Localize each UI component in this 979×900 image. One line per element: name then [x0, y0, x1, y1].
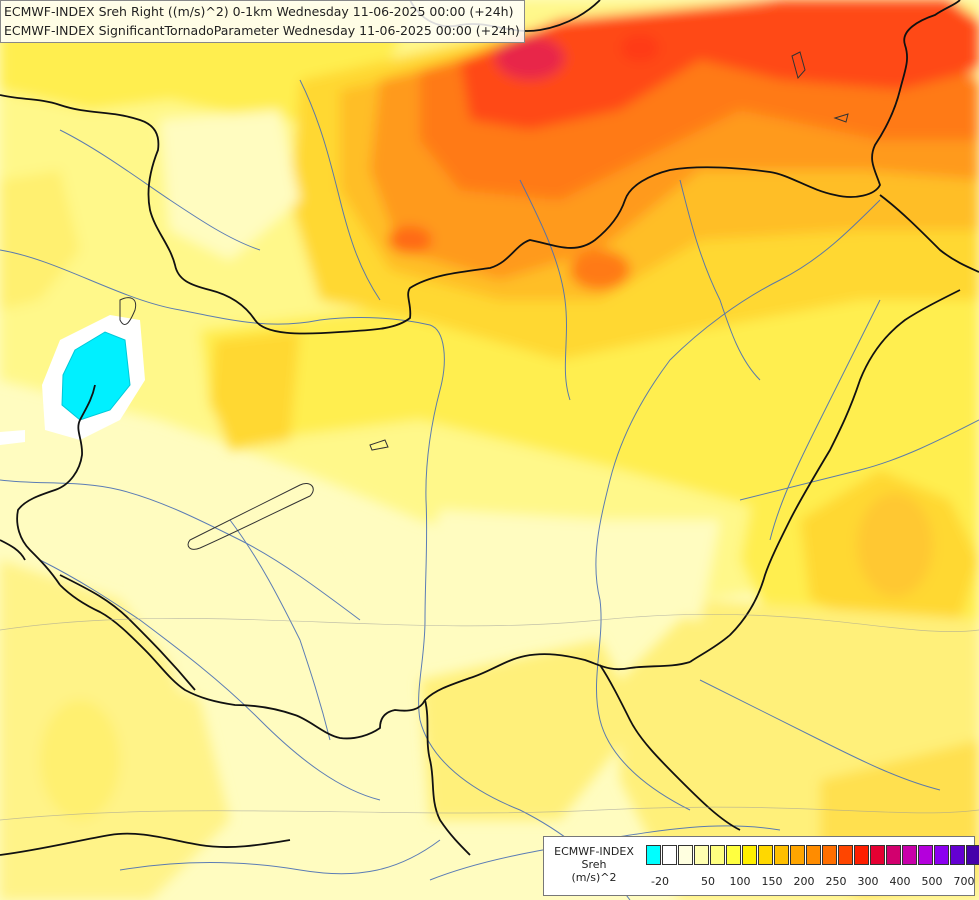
border-south-3 — [599, 664, 741, 831]
color-legend: ECMWF-INDEX Sreh (m/s)^2 -20 50 100 150 200 2… — [543, 836, 979, 896]
field-cyan-blob — [61, 331, 131, 421]
legend-swatch — [934, 845, 949, 865]
lake-ne-2 — [833, 113, 849, 123]
title-line-2: ECMWF-INDEX SignificantTornadoParameter … — [4, 23, 520, 38]
legend-label-unit: (m/s)^2 — [571, 871, 617, 884]
river-se — [699, 679, 941, 791]
title-line-1: ECMWF-INDEX Sreh Right ((m/s)^2) 0-1km W… — [4, 4, 514, 19]
field-red — [460, 0, 979, 130]
legend-swatch — [758, 845, 773, 865]
legend-swatch — [678, 845, 693, 865]
legend-swatch — [694, 845, 709, 865]
legend-swatch — [854, 845, 869, 865]
legend-swatch — [966, 845, 979, 865]
legend-label-parameter: Sreh — [581, 858, 607, 871]
river-north-2 — [519, 179, 571, 401]
legend-swatch — [742, 845, 757, 865]
river-west-1 — [0, 479, 361, 621]
field-pale-nw — [160, 110, 300, 260]
legend-tick-label: -20 — [651, 875, 669, 888]
field-red-spot-1 — [388, 226, 432, 254]
legend-label-source: ECMWF-INDEX — [554, 845, 634, 858]
legend-tick-label: 500 — [921, 875, 943, 888]
river-nw — [59, 129, 261, 251]
map-title-box: ECMWF-INDEX Sreh Right ((m/s)^2) 0-1km W… — [0, 0, 525, 43]
field-sw-spot — [40, 700, 120, 820]
legend-swatch — [886, 845, 901, 865]
legend-swatch — [646, 845, 661, 865]
legend-swatch — [774, 845, 789, 865]
river-danube — [0, 249, 631, 900]
legend-swatch — [726, 845, 741, 865]
legend-tick-label: 250 — [825, 875, 847, 888]
legend-swatch — [950, 845, 965, 865]
field-west-gold — [210, 330, 300, 450]
admin-lines — [0, 613, 979, 821]
field-crimson — [495, 36, 565, 80]
legend-swatch — [870, 845, 885, 865]
field-red-spot-2 — [570, 250, 630, 290]
legend-tick-label: 150 — [761, 875, 783, 888]
legend-swatch — [918, 845, 933, 865]
legend-tick-label: 200 — [793, 875, 815, 888]
legend-color-bar — [646, 845, 979, 865]
legend-tick-label: 50 — [701, 875, 715, 888]
river-east-2 — [739, 419, 979, 501]
legend-tick-label: 700 — [953, 875, 975, 888]
lake-ne-1 — [791, 51, 806, 80]
river-balaton-out — [229, 519, 331, 741]
field-left-yellow-2 — [0, 170, 80, 310]
field-s-center — [420, 640, 640, 820]
legend-swatch — [902, 845, 917, 865]
field-east-amber — [857, 493, 933, 597]
legend-tick-label: 400 — [889, 875, 911, 888]
border-south — [59, 584, 691, 740]
field-red-spot-3 — [620, 34, 660, 62]
legend-swatch — [790, 845, 805, 865]
river-tisza — [595, 199, 881, 811]
country-borders — [0, 0, 979, 856]
legend-ticks: -20 50 100 150 200 250 300 400 500 700 — [646, 875, 976, 889]
river-north-1 — [299, 79, 381, 301]
lake-balaton — [187, 482, 314, 550]
river-drava — [119, 839, 441, 875]
border-west — [0, 384, 96, 586]
legend-label: ECMWF-INDEX Sreh (m/s)^2 — [548, 845, 640, 884]
river-east-1 — [769, 299, 881, 541]
field-pale-center — [420, 510, 720, 620]
lake-small — [369, 439, 389, 451]
border-sw-bottom — [0, 832, 291, 856]
legend-tick-label: 100 — [729, 875, 751, 888]
legend-tick-label: 300 — [857, 875, 879, 888]
legend-swatch — [806, 845, 821, 865]
border-east — [689, 194, 979, 663]
lake-neusiedl — [119, 297, 137, 325]
border-south-2 — [424, 699, 471, 856]
river-north-3 — [679, 179, 761, 381]
legend-swatch — [710, 845, 725, 865]
legend-swatch — [662, 845, 677, 865]
border-sw — [59, 574, 196, 691]
river-west-2 — [39, 559, 381, 801]
legend-swatch — [822, 845, 837, 865]
legend-swatch — [838, 845, 853, 865]
border-north — [0, 0, 961, 335]
field-white-sliver — [0, 430, 25, 445]
field-pale-west — [130, 560, 370, 720]
